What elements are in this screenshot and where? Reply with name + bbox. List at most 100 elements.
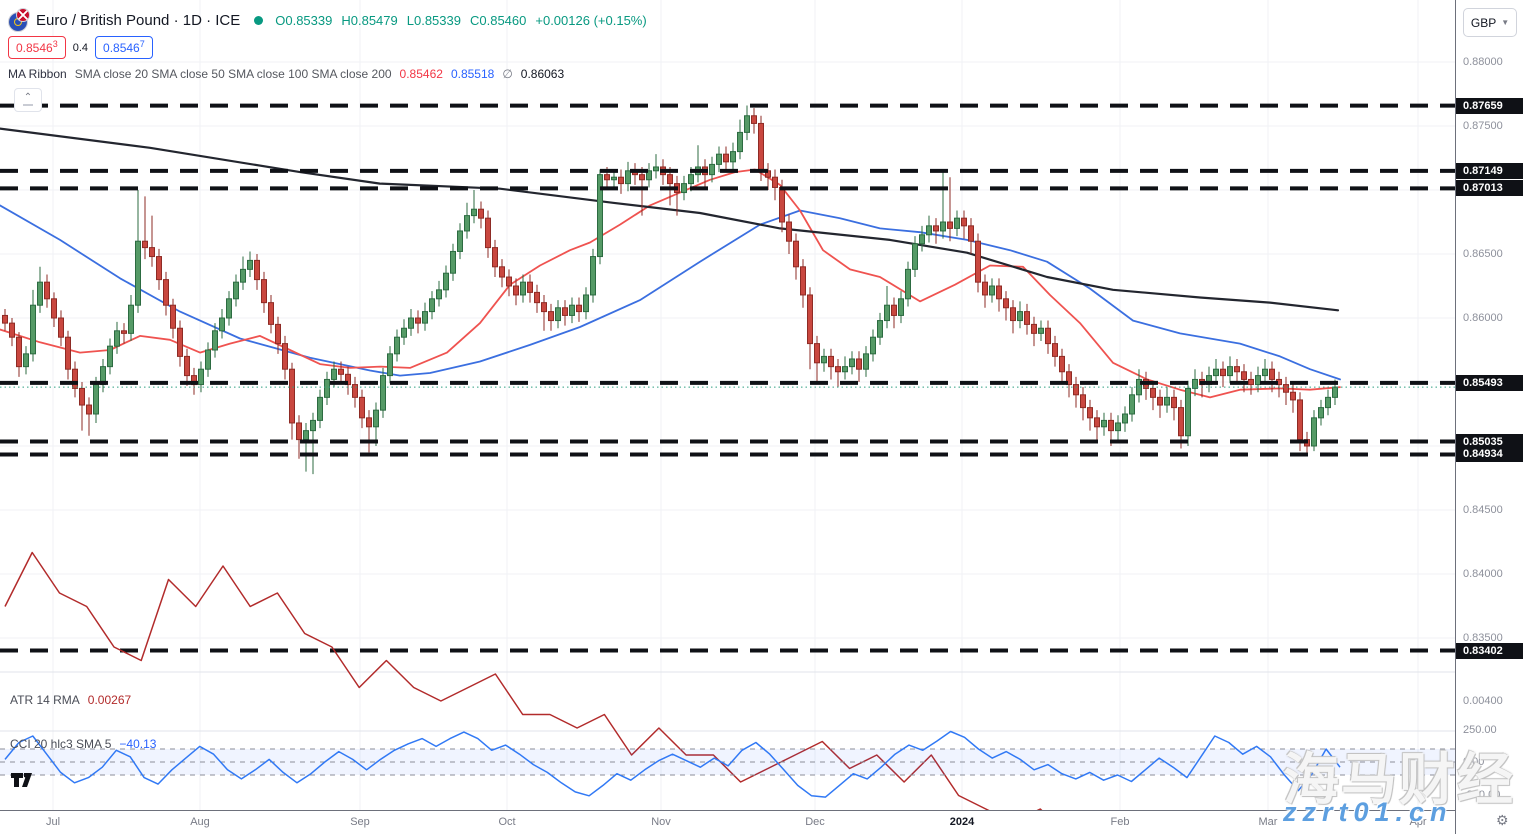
- candle: [373, 402, 379, 446]
- time-axis-label: Apr: [1409, 816, 1427, 828]
- candle: [142, 196, 148, 260]
- ma-ribbon-legend[interactable]: MA Ribbon SMA close 20 SMA close 50 SMA …: [8, 67, 564, 81]
- sma50-value: 0.85518: [450, 67, 495, 81]
- candle: [828, 348, 834, 380]
- candle: [646, 163, 652, 188]
- candle: [212, 323, 218, 358]
- candle: [1206, 366, 1212, 393]
- symbol-legend-row[interactable]: Euro / British Pound · 1D · ICE O0.85339…: [8, 8, 647, 32]
- candle: [513, 278, 519, 306]
- uk-flag-icon: [16, 8, 30, 22]
- candle: [884, 286, 890, 329]
- tradingview-logo[interactable]: [10, 771, 36, 789]
- candle: [737, 119, 743, 160]
- candle: [2, 309, 8, 331]
- candle: [716, 146, 722, 173]
- candle: [590, 248, 596, 303]
- candle: [457, 223, 463, 260]
- candle: [30, 289, 36, 362]
- candle: [891, 297, 897, 329]
- candle: [947, 177, 953, 242]
- candle: [926, 215, 932, 243]
- candle: [1080, 387, 1086, 421]
- candle: [1185, 380, 1191, 446]
- candle: [16, 332, 22, 377]
- price-scale-label: 0.83500: [1463, 632, 1503, 644]
- candle: [324, 371, 330, 406]
- candle: [443, 265, 449, 298]
- candle: [807, 287, 813, 370]
- candle: [1010, 300, 1016, 334]
- candle: [1213, 358, 1219, 384]
- candle: [436, 280, 442, 307]
- candle: [898, 291, 904, 324]
- candle: [1227, 356, 1233, 384]
- candle: [471, 190, 477, 224]
- chart-canvas[interactable]: [0, 0, 1455, 810]
- candle: [520, 274, 526, 303]
- sma20-value: 0.85462: [399, 67, 443, 81]
- candle: [933, 218, 939, 244]
- atr-indicator-legend[interactable]: ATR 14 RMA 0.00267: [10, 693, 131, 707]
- candle: [968, 218, 974, 254]
- candle: [268, 294, 274, 334]
- low-value: L0.85339: [406, 12, 461, 28]
- atr-label: ATR 14 RMA: [10, 693, 80, 707]
- candle: [975, 233, 981, 293]
- candle: [765, 163, 771, 190]
- cci-indicator-legend[interactable]: CCI 20 hlc3 SMA 5 −40.13: [10, 737, 156, 751]
- candle: [422, 302, 428, 331]
- candle: [800, 259, 806, 308]
- cci-scale-label: 250.00: [1463, 723, 1497, 736]
- candle: [877, 312, 883, 345]
- candle: [555, 300, 561, 329]
- candle: [863, 346, 869, 377]
- candle: [387, 346, 393, 384]
- candle: [562, 300, 568, 326]
- settings-gear-icon[interactable]: ⚙: [1496, 812, 1509, 828]
- atr-value: 0.00267: [87, 693, 132, 707]
- candle: [1087, 399, 1093, 431]
- candle: [1164, 387, 1170, 413]
- time-axis-label: Nov: [651, 816, 671, 828]
- candle: [135, 190, 141, 313]
- candle: [954, 210, 960, 237]
- time-axis-label: Mar: [1258, 816, 1278, 828]
- atr-line: [4, 551, 1043, 810]
- currency-unit-button[interactable]: GBP ▼: [1463, 8, 1517, 37]
- time-axis[interactable]: Jul Aug Sep Oct Nov Dec 2024 Feb Mar Apr: [0, 810, 1523, 834]
- candle: [247, 251, 253, 278]
- spread-value: 0.4: [72, 41, 89, 54]
- candle: [499, 259, 505, 288]
- price-level-badge: 0.85493: [1456, 374, 1523, 391]
- open-value: O0.85339: [275, 12, 333, 28]
- candle: [653, 154, 659, 179]
- time-axis-label: Sep: [350, 816, 370, 828]
- candle: [667, 166, 673, 206]
- hidden-series-symbol: ∅: [502, 67, 513, 81]
- symbol-title: Euro / British Pound · 1D · ICE: [36, 11, 241, 29]
- candle: [9, 318, 15, 347]
- candle: [79, 382, 85, 431]
- candle: [1059, 348, 1065, 385]
- candle: [772, 169, 778, 201]
- price-axis[interactable]: GBP ▼ 0.88000 0.87500 0.86500 0.86000 0.8450…: [1455, 0, 1523, 834]
- bid-sup-digit: 3: [52, 39, 58, 49]
- bid-button[interactable]: 0.85463: [8, 36, 66, 59]
- candle: [1241, 364, 1247, 393]
- candle: [303, 422, 309, 472]
- collapse-pane-button[interactable]: ⌃: [14, 88, 42, 112]
- candle: [919, 225, 925, 252]
- currency-pair-icon: [8, 8, 30, 32]
- candle: [1122, 406, 1128, 432]
- candle: [485, 210, 491, 258]
- candle: [541, 294, 547, 331]
- candle: [1038, 320, 1044, 342]
- candle: [1017, 301, 1023, 329]
- candle: [1094, 410, 1100, 443]
- candle: [912, 236, 918, 278]
- ask-button[interactable]: 0.85467: [95, 36, 153, 59]
- ohlc-readout: O0.85339 H0.85479 L0.85339 C0.85460 +0.0…: [275, 13, 646, 28]
- candle: [338, 361, 344, 385]
